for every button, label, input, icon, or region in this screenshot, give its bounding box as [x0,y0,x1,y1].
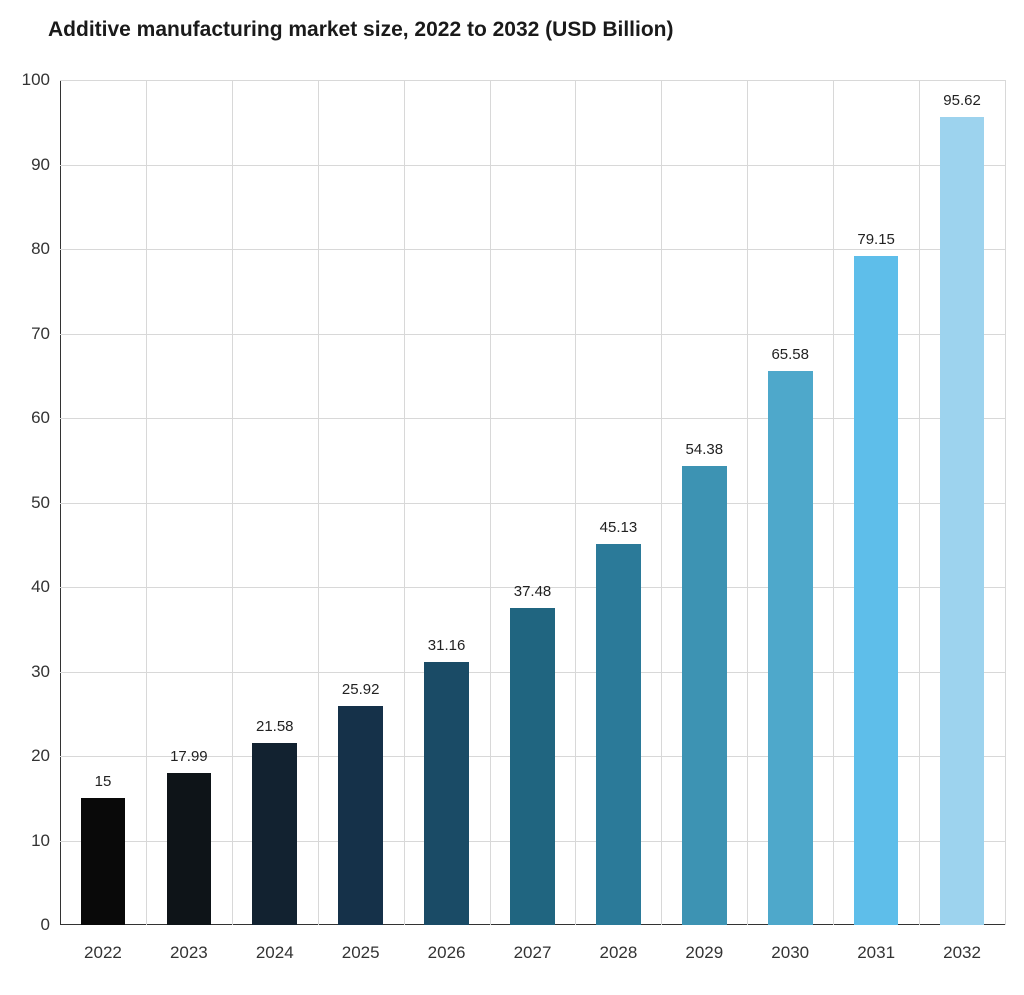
y-tick-label: 40 [31,577,50,597]
bar-value-label: 45.13 [600,519,638,536]
y-tick-label: 20 [31,746,50,766]
bar-value-label: 37.48 [514,583,552,600]
y-tick-label: 100 [22,70,50,90]
bar [252,743,297,925]
y-tick-label: 10 [31,831,50,851]
bar [510,608,555,925]
grid-line-v [146,80,147,925]
grid-line-v [919,80,920,925]
bar [424,662,469,925]
y-axis: 0102030405060708090100 [0,80,60,925]
bar [940,117,985,925]
y-tick-label: 90 [31,155,50,175]
grid-line-v [404,80,405,925]
x-tick-label: 2031 [857,943,895,963]
bar [81,798,126,925]
bar [596,544,641,925]
bar [768,371,813,925]
x-tick-label: 2022 [84,943,122,963]
grid-line-v [318,80,319,925]
grid-line-v [661,80,662,925]
bar-value-label: 21.58 [256,718,294,735]
y-tick-label: 70 [31,324,50,344]
y-tick-label: 60 [31,408,50,428]
y-tick-label: 50 [31,493,50,513]
grid-line-v [490,80,491,925]
grid-line-v [833,80,834,925]
x-tick-label: 2027 [514,943,552,963]
bar [167,773,212,925]
x-tick-label: 2030 [771,943,809,963]
grid-line-v [747,80,748,925]
bar [682,466,727,926]
grid-line-v [575,80,576,925]
x-axis: 2022 2023 2024 2025 2026 2027 2028 2029 2030 2031… [60,925,1005,965]
grid-line-h [60,80,1005,81]
chart-title: Additive manufacturing market size, 2022… [48,18,674,42]
bar-value-label: 31.16 [428,637,466,654]
x-tick-label: 2032 [943,943,981,963]
grid-line-h [60,249,1005,250]
bar-value-label: 54.38 [686,441,724,458]
x-tick-label: 2023 [170,943,208,963]
bar-value-label: 25.92 [342,681,380,698]
y-tick-label: 80 [31,239,50,259]
bar-value-label: 17.99 [170,748,208,765]
y-tick-label: 0 [41,915,50,935]
bar-value-label: 65.58 [771,346,809,363]
y-tick-label: 30 [31,662,50,682]
grid-line-h [60,165,1005,166]
x-tick-label: 2029 [685,943,723,963]
grid-line-v [1005,80,1006,925]
bar-value-label: 15 [95,773,112,790]
x-tick-label: 2024 [256,943,294,963]
grid-line-v [232,80,233,925]
x-tick-label: 2026 [428,943,466,963]
x-tick-label: 2025 [342,943,380,963]
bar-value-label: 95.62 [943,92,981,109]
plot-area: 15 17.99 21.58 25.92 31.16 37.48 45.13 54.38 65.… [60,80,1005,925]
bar-value-label: 79.15 [857,231,895,248]
bar [338,706,383,925]
chart-container: Additive manufacturing market size, 2022… [0,0,1024,995]
x-tick-label: 2028 [599,943,637,963]
bar [854,256,899,925]
